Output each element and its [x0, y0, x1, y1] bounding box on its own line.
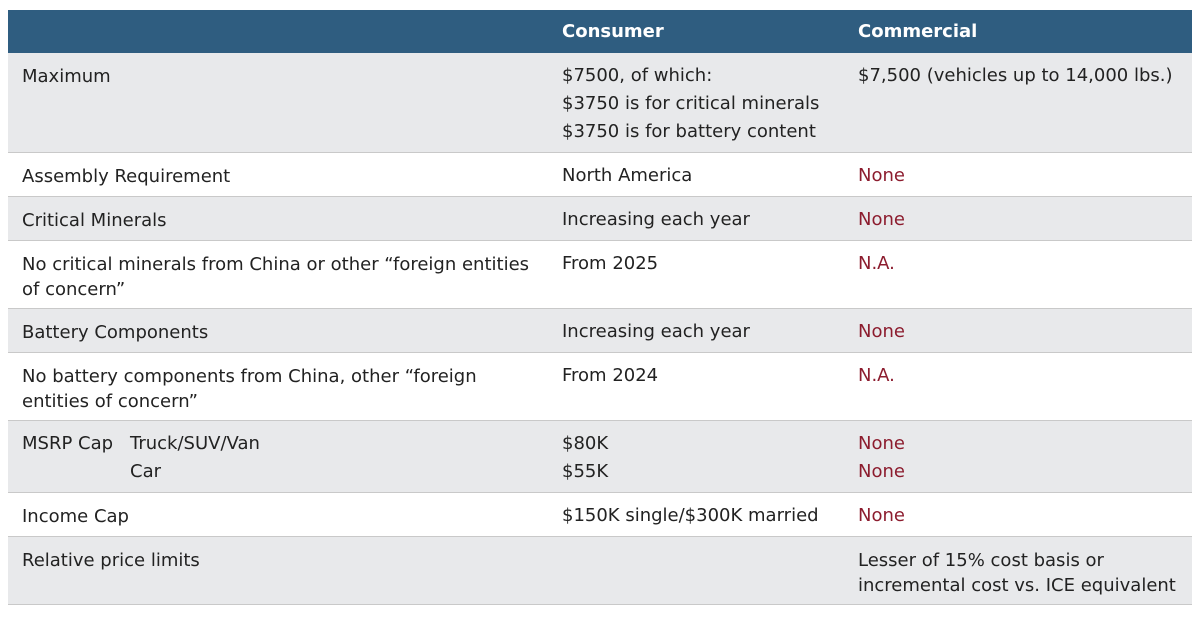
- commercial-cell: None: [858, 309, 1192, 352]
- table-row: MSRP Cap Truck/SUV/Van Car $80K $55K None None: [8, 421, 1192, 493]
- sublabel: Car: [130, 461, 161, 482]
- header-row: Consumer Commercial: [8, 10, 1192, 53]
- consumer-text: $3750 is for battery content: [562, 121, 816, 142]
- consumer-cell: [562, 537, 858, 604]
- sublabel: Truck/SUV/Van: [130, 433, 260, 454]
- label-cell: Relative price limits: [8, 537, 562, 604]
- consumer-text: $7500, of which:: [562, 65, 713, 86]
- consumer-text: Increasing each year: [562, 321, 750, 342]
- commercial-text: None: [858, 433, 905, 454]
- consumer-text: $3750 is for critical minerals: [562, 93, 820, 114]
- row-label: No critical minerals from China or other…: [22, 254, 530, 300]
- row-label: Income Cap: [22, 506, 129, 527]
- commercial-text: N.A.: [858, 365, 895, 386]
- label-cell: Maximum: [8, 53, 562, 152]
- row-label: Relative price limits: [22, 550, 200, 571]
- commercial-cell: $7,500 (vehicles up to 14,000 lbs.): [858, 53, 1192, 152]
- commercial-cell: N.A.: [858, 353, 1192, 420]
- consumer-cell: Increasing each year: [562, 197, 858, 240]
- commercial-cell: Lesser of 15% cost basis or incremental …: [858, 537, 1192, 604]
- consumer-cell: $7500, of which: $3750 is for critical mi…: [562, 53, 858, 152]
- consumer-text: From 2024: [562, 365, 659, 386]
- table-row: Income Cap $150K single/$300K married None: [8, 493, 1192, 537]
- label-cell: Assembly Requirement: [8, 153, 562, 196]
- consumer-cell: From 2024: [562, 353, 858, 420]
- table-row: No critical minerals from China or other…: [8, 241, 1192, 309]
- consumer-cell: $150K single/$300K married: [562, 493, 858, 536]
- commercial-text: None: [858, 505, 905, 526]
- label-cell: Income Cap: [8, 493, 562, 536]
- label-cell: No critical minerals from China or other…: [8, 241, 562, 308]
- label-cell: MSRP Cap Truck/SUV/Van Car: [8, 421, 562, 492]
- table-row: Assembly Requirement North America None: [8, 153, 1192, 197]
- commercial-text: N.A.: [858, 253, 895, 274]
- consumer-cell: North America: [562, 153, 858, 196]
- commercial-cell: None: [858, 197, 1192, 240]
- consumer-cell: $80K $55K: [562, 421, 858, 492]
- row-label: Battery Components: [22, 322, 209, 343]
- commercial-cell: None: [858, 493, 1192, 536]
- label-cell: Battery Components: [8, 309, 562, 352]
- table: Consumer Commercial Maximum $7500, of which…: [8, 10, 1192, 605]
- table-row: No battery components from China, other …: [8, 353, 1192, 421]
- consumer-text: $150K single/$300K married: [562, 505, 819, 526]
- row-label: Maximum: [22, 66, 111, 87]
- header-cell: Commercial: [858, 21, 978, 42]
- commercial-text: None: [858, 461, 905, 482]
- row-label: Assembly Requirement: [22, 166, 231, 187]
- commercial-cell: N.A.: [858, 241, 1192, 308]
- label-cell: No battery components from China, other …: [8, 353, 562, 420]
- consumer-cell: From 2025: [562, 241, 858, 308]
- label-cell: Critical Minerals: [8, 197, 562, 240]
- table-row: Critical Minerals Increasing each year Non…: [8, 197, 1192, 241]
- table-row: Maximum $7500, of which: $3750 is for crit…: [8, 53, 1192, 153]
- row-label: Critical Minerals: [22, 210, 167, 231]
- msrp-label: MSRP Cap Truck/SUV/Van Car: [22, 430, 562, 486]
- commercial-text: None: [858, 209, 905, 230]
- commercial-cell: None None: [858, 421, 1192, 492]
- commercial-cell: None: [858, 153, 1192, 196]
- commercial-text: Lesser of 15% cost basis or incremental …: [858, 550, 1176, 596]
- consumer-text: $55K: [562, 461, 609, 482]
- commercial-text: None: [858, 165, 905, 186]
- sublabels: Truck/SUV/Van Car: [130, 430, 260, 486]
- consumer-text: From 2025: [562, 253, 659, 274]
- consumer-cell: Increasing each year: [562, 309, 858, 352]
- consumer-text: $80K: [562, 433, 609, 454]
- commercial-text: $7,500 (vehicles up to 14,000 lbs.): [858, 65, 1173, 86]
- commercial-text: None: [858, 321, 905, 342]
- header-cell: Consumer: [562, 21, 664, 42]
- consumer-text: Increasing each year: [562, 209, 750, 230]
- table-row: Relative price limits Lesser of 15% cost …: [8, 537, 1192, 605]
- row-label: No battery components from China, other …: [22, 366, 477, 412]
- row-label: MSRP Cap: [22, 433, 114, 454]
- consumer-text: North America: [562, 165, 693, 186]
- table-row: Battery Components Increasing each year No…: [8, 309, 1192, 353]
